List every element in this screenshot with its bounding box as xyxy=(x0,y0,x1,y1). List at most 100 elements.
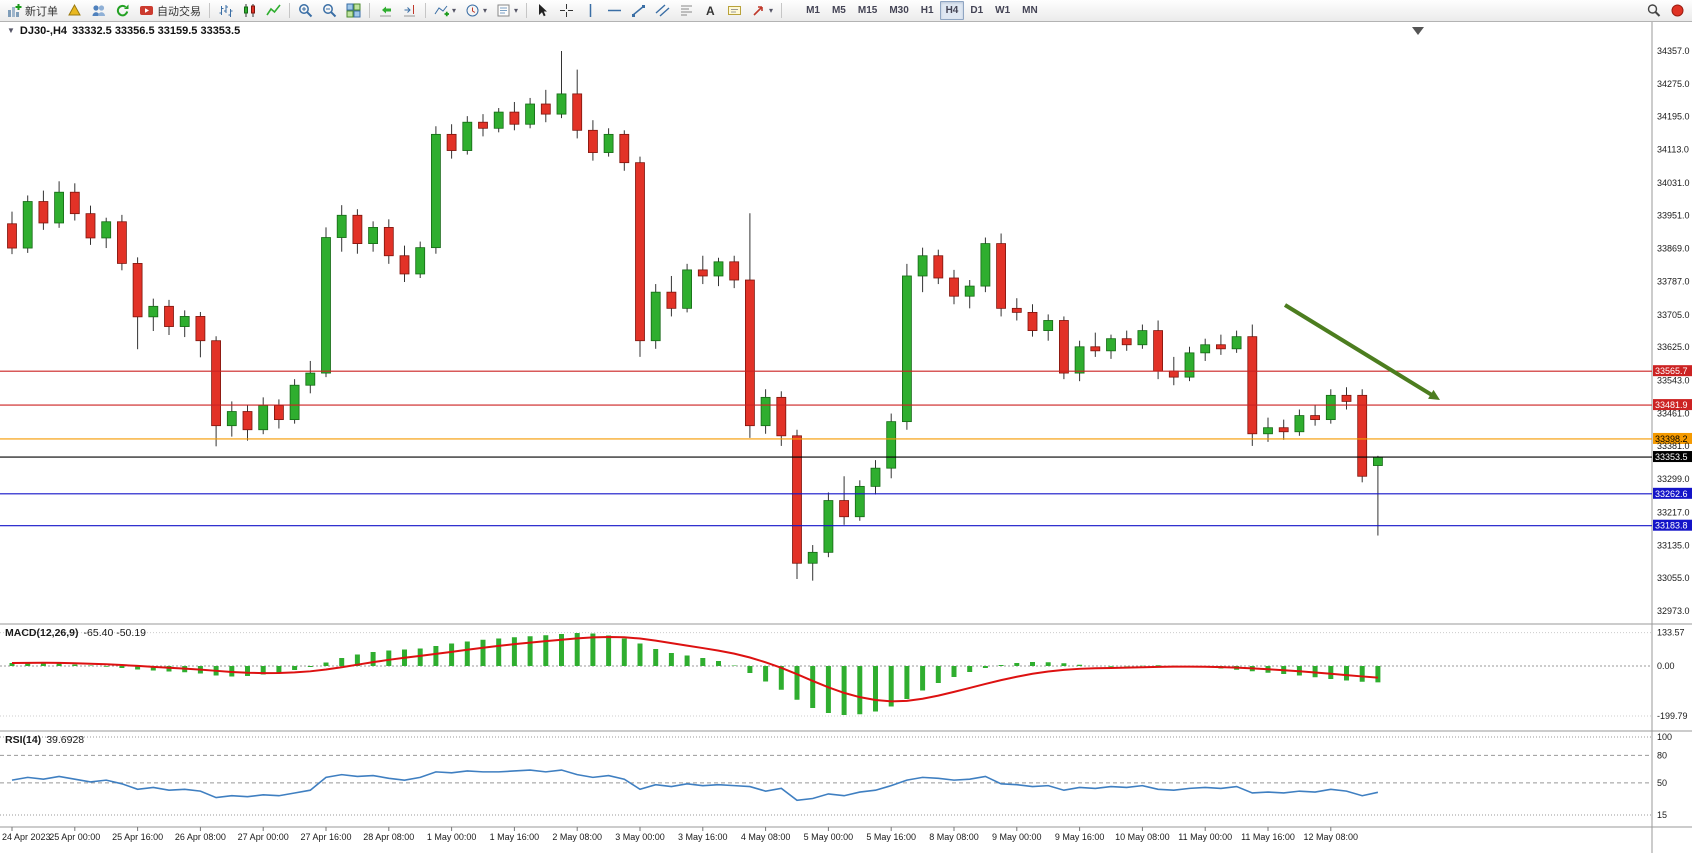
refresh-button[interactable] xyxy=(111,1,134,21)
macd-histogram xyxy=(9,633,1381,715)
candle-body xyxy=(38,201,49,224)
timeframe-h4[interactable]: H4 xyxy=(939,1,965,20)
svg-text:33705.0: 33705.0 xyxy=(1657,310,1690,320)
time-label: 9 May 00:00 xyxy=(992,832,1042,842)
svg-text:34275.0: 34275.0 xyxy=(1657,79,1690,89)
candlestick-chart-icon xyxy=(242,3,257,18)
crosshair-button[interactable] xyxy=(555,1,578,21)
autotrading-button[interactable]: 自动交易 xyxy=(135,1,205,21)
candle-body xyxy=(776,396,787,437)
time-label: 12 May 08:00 xyxy=(1304,832,1359,842)
autotrading-icon xyxy=(139,3,154,18)
candle-body xyxy=(917,255,928,277)
candle-body xyxy=(1200,344,1211,354)
zoom-in-button[interactable] xyxy=(294,1,317,21)
price-line-badge xyxy=(1653,451,1692,463)
time-label: 27 Apr 16:00 xyxy=(300,832,351,842)
candle-body xyxy=(336,214,347,238)
chart-shift-marker[interactable] xyxy=(1412,27,1424,35)
candle-body xyxy=(1357,394,1368,477)
search-button[interactable] xyxy=(1642,1,1665,21)
tile-windows-button[interactable] xyxy=(342,1,365,21)
indicators-button[interactable]: ▾ xyxy=(430,1,460,21)
text-button[interactable]: A xyxy=(699,1,722,21)
candle-body xyxy=(289,384,300,421)
candlestick-chart-button[interactable] xyxy=(238,1,261,21)
template-icon xyxy=(496,3,511,18)
templates-button[interactable]: ▾ xyxy=(492,1,522,21)
periods-button[interactable]: ▾ xyxy=(461,1,491,21)
timeframe-m1[interactable]: M1 xyxy=(806,5,820,16)
time-label: 3 May 16:00 xyxy=(678,832,728,842)
trend-arrow[interactable] xyxy=(1283,303,1436,399)
candle-body xyxy=(101,221,112,239)
time-label: 5 May 16:00 xyxy=(866,832,916,842)
candle-body xyxy=(964,285,975,297)
bar-chart-button[interactable] xyxy=(214,1,237,21)
vertical-line-button[interactable] xyxy=(579,1,602,21)
candle-body xyxy=(713,261,724,277)
price-line-badge xyxy=(1653,365,1692,377)
fibonacci-button[interactable] xyxy=(675,1,698,21)
candle-body xyxy=(493,111,504,129)
timeframe-h1[interactable]: H1 xyxy=(920,5,934,16)
candle-body xyxy=(1074,346,1085,374)
line-chart-button[interactable] xyxy=(262,1,285,21)
autotrading-label: 自动交易 xyxy=(157,5,201,18)
candle-body xyxy=(1153,330,1163,372)
svg-text:33869.0: 33869.0 xyxy=(1657,243,1690,253)
candle-body xyxy=(430,133,441,249)
svg-text:34195.0: 34195.0 xyxy=(1657,112,1690,122)
chart-shift-button[interactable] xyxy=(398,1,421,21)
timeframe-m5[interactable]: M5 xyxy=(831,5,846,16)
toolbar-separator xyxy=(781,3,783,18)
chart-canvas[interactable]: 33565.7 33481.9 33398.2 33353.5 33262.6 33183… xyxy=(0,22,1692,853)
new-order-button[interactable]: 新订单 xyxy=(3,1,62,21)
candle-body xyxy=(1137,330,1148,346)
market-button[interactable] xyxy=(87,1,110,21)
connection-status[interactable] xyxy=(1666,1,1689,21)
symbol-dropdown-icon[interactable]: ▼ xyxy=(7,26,15,35)
cursor-button[interactable] xyxy=(531,1,554,21)
time-label: 1 May 00:00 xyxy=(427,832,477,842)
channel-button[interactable] xyxy=(651,1,674,21)
ohlc-values: 33332.5 33356.5 33159.5 33353.5 xyxy=(72,25,241,37)
candle-body xyxy=(226,411,237,427)
candle-body xyxy=(478,121,488,129)
price-line-badge-value: 33565.7 xyxy=(1655,366,1688,376)
timeframe-w1[interactable]: W1 xyxy=(995,5,1011,16)
horizontal-line-button[interactable] xyxy=(603,1,626,21)
timeframe-mn[interactable]: MN xyxy=(1022,5,1038,16)
candle-body xyxy=(22,201,33,249)
candle-body xyxy=(870,467,881,487)
chart-window[interactable]: 33565.7 33481.9 33398.2 33353.5 33262.6 33183… xyxy=(0,22,1692,853)
candle-body xyxy=(1263,427,1273,435)
time-label: 25 Apr 00:00 xyxy=(49,832,100,842)
svg-text:33055.0: 33055.0 xyxy=(1657,573,1690,583)
crosshair-icon xyxy=(559,3,574,18)
timeframe-m30[interactable]: M30 xyxy=(889,5,909,16)
candle-body xyxy=(399,255,410,275)
candle-body xyxy=(242,411,253,431)
chart-shift-icon xyxy=(402,3,417,18)
rsi-line xyxy=(11,769,1379,802)
svg-text:0.00: 0.00 xyxy=(1657,661,1675,671)
zoom-out-button[interactable] xyxy=(318,1,341,21)
label-button[interactable] xyxy=(723,1,746,21)
time-label: 11 May 00:00 xyxy=(1178,832,1232,842)
trendline-button[interactable] xyxy=(627,1,650,21)
metaeditor-button[interactable] xyxy=(63,1,86,21)
price-line-badge xyxy=(1653,432,1692,444)
candle-body xyxy=(1121,338,1132,346)
auto-scroll-button[interactable] xyxy=(374,1,397,21)
candle-body xyxy=(807,551,818,564)
timeframe-m15[interactable]: M15 xyxy=(857,5,878,16)
svg-text:33135.0: 33135.0 xyxy=(1657,540,1690,550)
svg-text:33299.0: 33299.0 xyxy=(1657,474,1690,484)
rsi-indicator-label: RSI(14) 39.6928 xyxy=(5,734,84,746)
arrows-button[interactable]: ▾ xyxy=(747,1,777,21)
svg-text:33461.0: 33461.0 xyxy=(1657,409,1690,419)
timeframe-toolbar: M1 M5 M15 M30 H1 H4 D1 W1 MN xyxy=(800,1,1044,20)
timeframe-d1[interactable]: D1 xyxy=(970,5,984,16)
vertical-line-icon xyxy=(583,3,598,18)
